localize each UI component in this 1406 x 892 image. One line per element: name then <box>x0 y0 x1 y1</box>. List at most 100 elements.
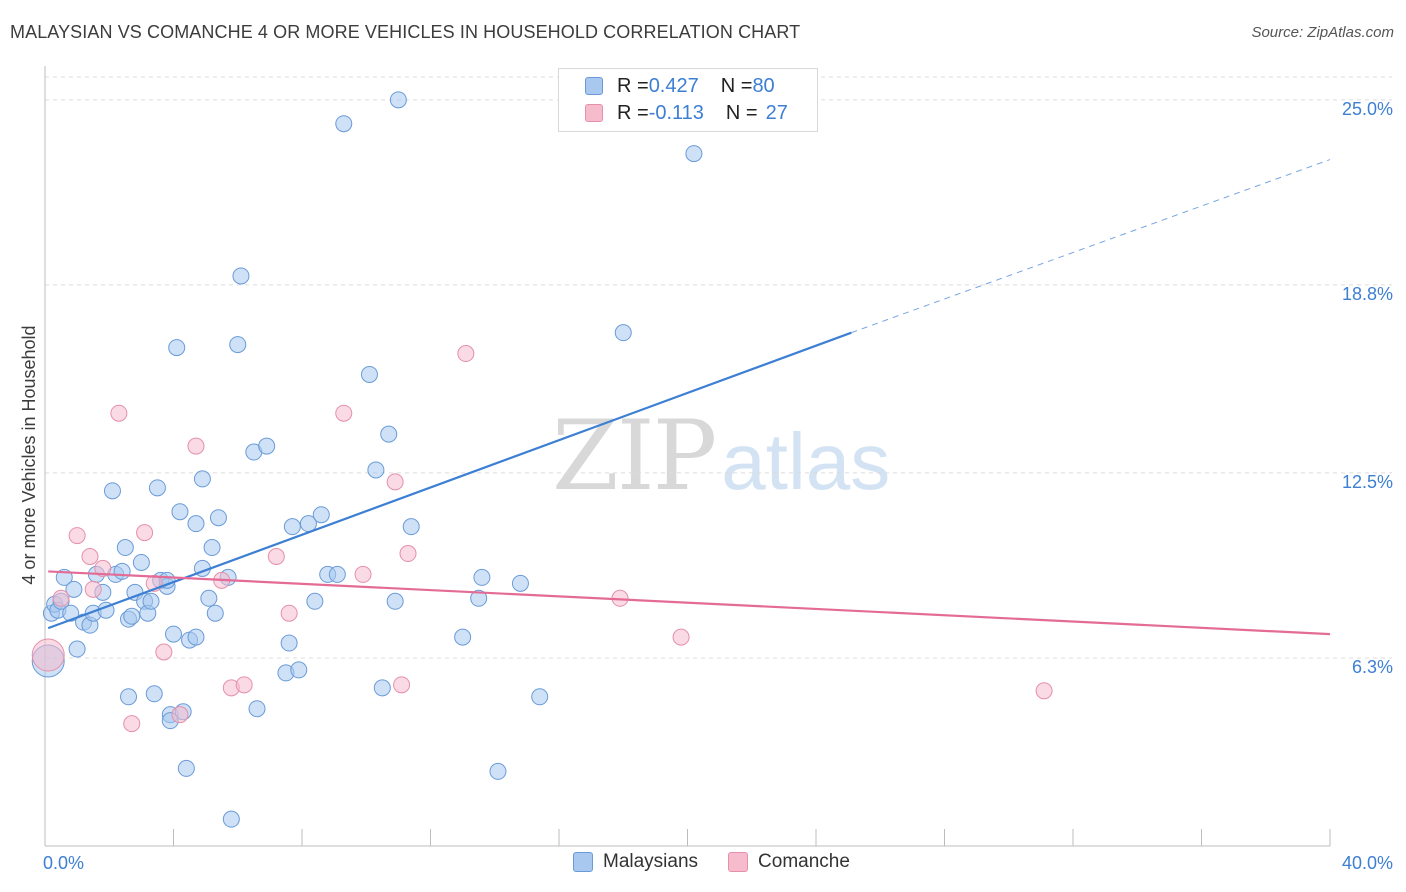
comanche-point <box>52 589 70 607</box>
malaysians-trend-line <box>47 331 852 630</box>
malaysian-point <box>489 762 507 780</box>
legend-n-value: 80 <box>752 74 775 97</box>
malaysian-point <box>120 688 138 706</box>
comanche-point <box>171 706 189 724</box>
malaysian-point <box>283 518 301 536</box>
comanche-point <box>187 437 205 455</box>
legend-row-comanche: R = -0.113 N = 27 <box>585 100 788 126</box>
data-points <box>31 91 1053 828</box>
malaysian-point <box>511 574 529 592</box>
legend-r-value: 0.427 <box>648 74 699 97</box>
chart-source: Source: ZipAtlas.com <box>1251 24 1394 41</box>
y-tick-label: 25.0% <box>1342 99 1393 119</box>
comanche-point <box>235 676 253 694</box>
malaysian-point <box>206 604 224 622</box>
malaysian-point <box>171 503 189 521</box>
malaysian-point <box>142 592 160 610</box>
legend-r-value: -0.113 <box>648 101 704 124</box>
y-axis-label: 4 or more Vehicles in Household <box>19 325 39 584</box>
malaysian-point <box>360 365 378 383</box>
malaysian-point <box>335 115 353 133</box>
malaysian-point <box>187 628 205 646</box>
series-legend-comanche[interactable]: Comanche <box>728 851 850 873</box>
watermark: ZIPatlas <box>552 400 890 512</box>
malaysian-point <box>203 539 221 557</box>
series-label-comanche: Comanche <box>758 851 850 872</box>
comanche-point <box>31 638 65 672</box>
tick-labels: 6.3% 12.5% 18.8% 25.0% 0.0% 40.0% <box>43 99 1393 873</box>
malaysian-point <box>389 91 407 109</box>
malaysian-point <box>65 580 83 598</box>
malaysian-point <box>614 324 632 342</box>
malaysian-point <box>103 482 121 500</box>
comanche-point <box>335 404 353 422</box>
comanche-point <box>81 547 99 565</box>
legend-swatch-malaysians <box>585 77 603 95</box>
stats-legend: R = 0.427 N = 80 R = -0.113 N = 27 <box>558 68 818 132</box>
watermark-zip: ZIP <box>552 400 717 512</box>
malaysian-point <box>116 539 134 557</box>
y-tick-label: 6.3% <box>1352 657 1393 677</box>
x-tick-label: 40.0% <box>1342 853 1393 873</box>
malaysian-point <box>312 506 330 524</box>
legend-n-label: N = <box>720 74 753 97</box>
comanche-trend-line <box>48 570 1331 636</box>
y-tick-label: 12.5% <box>1342 472 1393 492</box>
comanche-point <box>1035 682 1053 700</box>
malaysian-point <box>145 685 163 703</box>
malaysian-point <box>470 589 488 607</box>
malaysian-point <box>200 589 218 607</box>
grid-lines <box>45 76 1392 659</box>
series-swatch-malaysians <box>573 852 593 872</box>
series-legend-malaysians[interactable]: Malaysians <box>573 851 698 873</box>
malaysian-point <box>187 515 205 533</box>
comanche-point <box>393 676 411 694</box>
malaysian-point <box>165 625 182 643</box>
malaysian-point <box>229 336 247 354</box>
malaysian-point <box>402 518 420 536</box>
malaysian-point <box>386 592 404 610</box>
trend-lines <box>47 159 1331 636</box>
malaysian-point <box>258 437 276 455</box>
axes <box>44 66 1331 847</box>
series-legend: Malaysians Comanche <box>573 851 880 873</box>
comanche-point <box>123 715 141 733</box>
malaysian-point <box>248 700 266 718</box>
malaysian-point <box>367 461 385 479</box>
x-tick-label: 0.0% <box>43 853 84 873</box>
malaysian-point <box>177 759 195 777</box>
malaysian-point <box>454 628 472 646</box>
comanche-point <box>457 345 475 363</box>
legend-r-label: R = <box>617 101 649 124</box>
comanche-point <box>399 545 417 563</box>
malaysian-point <box>685 145 703 163</box>
malaysian-point <box>328 565 346 583</box>
legend-swatch-comanche <box>585 104 603 122</box>
comanche-point <box>267 547 285 565</box>
comanche-point <box>68 527 86 545</box>
malaysian-point <box>280 634 298 652</box>
malaysian-point <box>232 267 250 285</box>
malaysian-point <box>62 604 80 622</box>
malaysian-point <box>531 688 549 706</box>
legend-n-label: N = <box>725 101 758 124</box>
y-tick-label: 18.8% <box>1342 284 1393 304</box>
malaysian-point <box>373 679 391 697</box>
malaysian-point <box>113 562 131 580</box>
malaysian-point <box>209 509 227 527</box>
malaysian-point <box>222 810 240 828</box>
series-label-malaysians: Malaysians <box>603 851 699 872</box>
series-swatch-comanche <box>728 852 749 872</box>
malaysian-point <box>290 661 308 679</box>
comanche-point <box>136 524 154 542</box>
watermark-atlas: atlas <box>721 417 891 506</box>
legend-r-label: R = <box>617 74 649 97</box>
comanche-point <box>110 404 128 422</box>
malaysian-point <box>473 568 491 586</box>
comanche-point <box>94 559 112 577</box>
comanche-point <box>280 604 298 622</box>
malaysian-point <box>380 425 398 443</box>
malaysian-point <box>68 640 86 658</box>
legend-n-value: 27 <box>765 101 788 124</box>
